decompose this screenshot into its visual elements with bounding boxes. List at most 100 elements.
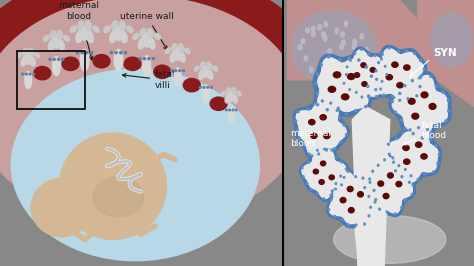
Ellipse shape xyxy=(332,60,335,65)
Polygon shape xyxy=(296,102,346,155)
Ellipse shape xyxy=(227,88,230,93)
Ellipse shape xyxy=(311,31,315,37)
Ellipse shape xyxy=(343,124,345,126)
Bar xyxy=(17,51,84,109)
Ellipse shape xyxy=(374,55,376,56)
Polygon shape xyxy=(329,172,375,224)
Ellipse shape xyxy=(380,88,382,90)
Ellipse shape xyxy=(359,55,363,60)
Ellipse shape xyxy=(365,106,367,108)
Ellipse shape xyxy=(375,198,377,201)
Ellipse shape xyxy=(112,21,118,28)
Ellipse shape xyxy=(144,33,150,47)
Ellipse shape xyxy=(210,97,227,110)
Ellipse shape xyxy=(369,181,371,183)
Ellipse shape xyxy=(81,52,83,54)
Ellipse shape xyxy=(307,108,309,110)
Ellipse shape xyxy=(183,78,200,92)
Ellipse shape xyxy=(335,64,338,70)
Ellipse shape xyxy=(392,101,393,103)
Ellipse shape xyxy=(203,86,205,88)
Ellipse shape xyxy=(339,117,340,119)
Ellipse shape xyxy=(364,223,365,225)
Ellipse shape xyxy=(376,78,378,80)
Ellipse shape xyxy=(330,102,332,104)
Ellipse shape xyxy=(133,33,139,39)
Polygon shape xyxy=(287,0,437,80)
Ellipse shape xyxy=(346,56,350,62)
Ellipse shape xyxy=(347,224,349,226)
Ellipse shape xyxy=(35,53,40,58)
Ellipse shape xyxy=(353,39,356,44)
Polygon shape xyxy=(345,50,386,96)
Ellipse shape xyxy=(404,168,406,170)
Ellipse shape xyxy=(139,58,141,60)
Ellipse shape xyxy=(311,133,317,139)
Ellipse shape xyxy=(23,49,27,54)
Ellipse shape xyxy=(335,182,337,185)
Ellipse shape xyxy=(232,109,234,111)
Ellipse shape xyxy=(57,39,64,50)
Ellipse shape xyxy=(340,197,346,203)
Ellipse shape xyxy=(0,0,310,227)
Ellipse shape xyxy=(343,177,345,178)
Ellipse shape xyxy=(304,144,305,146)
Ellipse shape xyxy=(350,71,354,76)
Ellipse shape xyxy=(109,30,117,43)
Ellipse shape xyxy=(347,186,353,192)
Ellipse shape xyxy=(309,153,310,155)
Ellipse shape xyxy=(311,26,315,32)
Ellipse shape xyxy=(372,170,374,172)
Ellipse shape xyxy=(50,31,55,37)
Ellipse shape xyxy=(326,109,328,111)
Polygon shape xyxy=(385,124,442,185)
Polygon shape xyxy=(362,155,416,217)
Polygon shape xyxy=(300,147,348,201)
Ellipse shape xyxy=(203,66,209,78)
Ellipse shape xyxy=(388,143,389,145)
Ellipse shape xyxy=(358,59,360,61)
Ellipse shape xyxy=(334,215,446,263)
Polygon shape xyxy=(392,76,447,137)
Ellipse shape xyxy=(175,48,181,60)
Ellipse shape xyxy=(346,113,347,115)
Ellipse shape xyxy=(154,65,171,78)
Ellipse shape xyxy=(392,161,394,163)
Ellipse shape xyxy=(417,178,419,180)
Ellipse shape xyxy=(396,181,401,187)
Ellipse shape xyxy=(313,169,319,174)
Ellipse shape xyxy=(148,58,150,60)
Ellipse shape xyxy=(298,45,302,50)
Ellipse shape xyxy=(59,133,166,239)
Ellipse shape xyxy=(202,85,209,102)
Ellipse shape xyxy=(354,59,357,64)
Ellipse shape xyxy=(352,44,356,49)
Ellipse shape xyxy=(430,75,432,77)
Ellipse shape xyxy=(227,90,230,95)
Ellipse shape xyxy=(442,91,444,93)
Ellipse shape xyxy=(319,180,324,184)
Ellipse shape xyxy=(23,51,27,57)
Ellipse shape xyxy=(309,119,315,125)
Ellipse shape xyxy=(308,161,310,163)
Ellipse shape xyxy=(407,98,409,99)
Ellipse shape xyxy=(399,99,401,101)
Ellipse shape xyxy=(361,49,362,50)
Polygon shape xyxy=(318,58,370,111)
Ellipse shape xyxy=(140,28,146,35)
Ellipse shape xyxy=(341,184,342,186)
Ellipse shape xyxy=(370,68,375,72)
Ellipse shape xyxy=(430,132,432,134)
Ellipse shape xyxy=(419,86,421,88)
Ellipse shape xyxy=(324,22,328,27)
Ellipse shape xyxy=(26,52,31,64)
Polygon shape xyxy=(365,158,412,213)
Ellipse shape xyxy=(386,74,388,75)
Ellipse shape xyxy=(414,52,416,55)
Ellipse shape xyxy=(436,124,438,126)
Ellipse shape xyxy=(114,49,123,71)
Ellipse shape xyxy=(313,103,315,105)
Ellipse shape xyxy=(411,80,413,82)
Ellipse shape xyxy=(333,72,341,78)
Ellipse shape xyxy=(311,155,313,157)
